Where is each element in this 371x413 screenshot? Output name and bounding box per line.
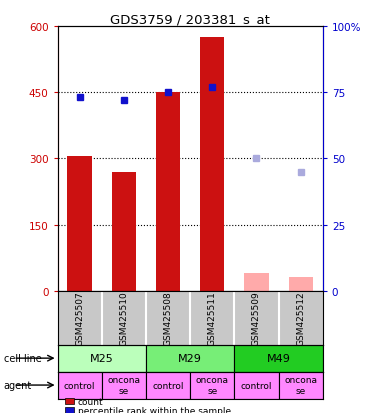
Bar (156, 93, 180, 291)
Text: GSM425512: GSM425512 (296, 291, 305, 345)
Text: control: control (241, 381, 272, 389)
Text: GSM425507: GSM425507 (75, 291, 84, 345)
Text: control: control (64, 381, 95, 389)
Text: M29: M29 (178, 353, 202, 363)
Text: GSM425511: GSM425511 (208, 291, 217, 345)
Text: percentile rank within the sample: percentile rank within the sample (78, 406, 231, 413)
Bar (102, 372, 146, 399)
Bar (244, 273, 269, 291)
Text: GSM425509: GSM425509 (252, 291, 261, 345)
Bar (146, 372, 190, 399)
Text: count: count (78, 397, 104, 406)
Bar (146, 345, 234, 372)
Bar (58, 372, 102, 399)
Bar (112, 172, 136, 291)
Text: oncona
se: oncona se (196, 375, 229, 395)
Text: oncona
se: oncona se (284, 375, 317, 395)
Text: agent: agent (4, 380, 32, 390)
Text: M25: M25 (90, 353, 114, 363)
Text: cell line: cell line (4, 353, 42, 363)
Bar (190, 372, 234, 399)
Bar (58, 345, 146, 372)
Text: M49: M49 (267, 353, 290, 363)
Text: oncona
se: oncona se (107, 375, 140, 395)
Bar (234, 372, 279, 399)
Bar (234, 345, 323, 372)
Bar (68, 157, 92, 291)
Title: GDS3759 / 203381_s_at: GDS3759 / 203381_s_at (110, 13, 270, 26)
Text: GSM425508: GSM425508 (164, 291, 173, 345)
Bar (279, 372, 323, 399)
Bar (289, 277, 313, 291)
Text: GSM425510: GSM425510 (119, 291, 128, 345)
Text: control: control (152, 381, 184, 389)
Bar (200, 38, 224, 291)
